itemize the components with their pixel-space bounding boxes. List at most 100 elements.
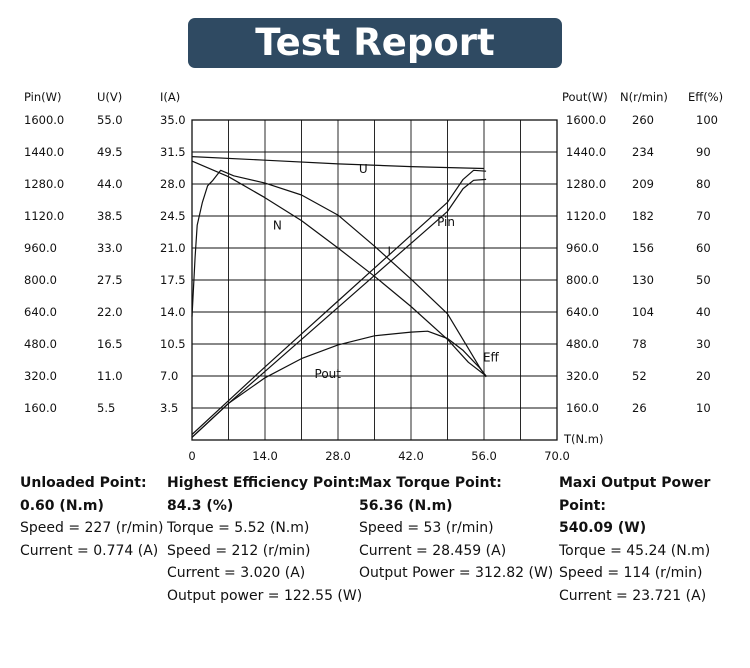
- left-axis-tick: 800.0: [24, 273, 57, 287]
- x-axis-tick: 14.0: [252, 449, 278, 460]
- series-label-pin: Pin: [437, 215, 455, 229]
- summary-line: Torque = 45.24 (N.m): [559, 542, 711, 559]
- left-axis-tick: 49.5: [97, 145, 123, 159]
- left-axis-tick: 320.0: [24, 369, 57, 383]
- summary-line: Output Power = 312.82 (W): [359, 565, 554, 581]
- report-title: Test Report: [188, 18, 562, 68]
- series-label-u: U: [359, 162, 368, 176]
- right-axis-tick: 80: [696, 177, 711, 191]
- right-axis-tick: 40: [696, 305, 711, 319]
- summary-line: Current = 23.721 (A): [559, 587, 707, 604]
- series-label-i: I: [388, 244, 392, 258]
- right-axis-tick: 640.0: [566, 305, 599, 319]
- summary-heading: Unloaded Point:: [20, 475, 147, 491]
- x-axis-tick: 70.0: [544, 449, 570, 460]
- x-axis-tick: 0: [188, 449, 195, 460]
- right-axis-tick: 30: [696, 337, 711, 351]
- max-torque-summary: Max Torque Point: 56.36 (N.m) Speed = 53…: [359, 472, 553, 585]
- summary-line: Speed = 53 (r/min): [359, 520, 494, 536]
- left-axis-tick: 16.5: [97, 337, 123, 351]
- left-axis-label: I(A): [160, 90, 180, 104]
- left-axis-tick: 1280.0: [24, 177, 64, 191]
- series-label-eff: Eff: [483, 350, 500, 364]
- x-axis-label: T(N.m): [563, 432, 603, 446]
- left-axis-tick: 28.0: [160, 177, 186, 191]
- chart-series: [191, 156, 487, 438]
- left-axis-tick: 1440.0: [24, 145, 64, 159]
- summary-line: Current = 0.774 (A): [20, 542, 159, 559]
- right-axis-tick: 26: [632, 401, 647, 415]
- right-axis-label: N(r/min): [620, 90, 668, 104]
- left-axis-tick: 21.0: [160, 241, 186, 255]
- left-axis-tick: 960.0: [24, 241, 57, 255]
- left-axis-tick: 11.0: [97, 369, 123, 383]
- right-axis-tick: 60: [696, 241, 711, 255]
- summary-value: 84.3 (%): [167, 497, 234, 514]
- summary-value: 56.36 (N.m): [359, 497, 453, 514]
- summary-line: Speed = 114 (r/min): [559, 565, 703, 581]
- series-label-pout: Pout: [315, 367, 342, 381]
- right-axis-label: Pout(W): [562, 90, 608, 104]
- summary-value: 0.60 (N.m): [20, 497, 104, 514]
- left-axis-label: U(V): [97, 90, 122, 104]
- summary-line: Current = 28.459 (A): [359, 542, 507, 559]
- right-axis-tick: 50: [696, 273, 711, 287]
- left-axis-tick: 5.5: [97, 401, 115, 415]
- right-axis-tick: 156: [632, 241, 654, 255]
- right-axis-tick: 104: [632, 305, 654, 319]
- left-axis-tick: 640.0: [24, 305, 57, 319]
- left-axis-tick: 14.0: [160, 305, 186, 319]
- summary-heading: Maxi Output Power Point:: [559, 475, 711, 514]
- right-axis-tick: 960.0: [566, 241, 599, 255]
- right-axis-tick: 1120.0: [566, 209, 606, 223]
- summary-value: 540.09 (W): [559, 520, 647, 536]
- left-axis-tick: 10.5: [160, 337, 186, 351]
- left-axis-tick: 160.0: [24, 401, 57, 415]
- right-axis-tick: 70: [696, 209, 711, 223]
- highest-efficiency-summary: Highest Efficiency Point: 84.3 (%) Torqu…: [167, 472, 362, 607]
- left-axis-tick: 38.5: [97, 209, 123, 223]
- left-axis-tick: 7.0: [160, 369, 178, 383]
- axis-labels: Pin(W) 1600.0 1440.0 1280.0 1120.0 960.0 800.0…: [24, 90, 723, 460]
- right-axis-tick: 480.0: [566, 337, 599, 351]
- summary-line: Output power = 122.55 (W): [167, 587, 363, 604]
- summary-heading: Max Torque Point:: [359, 475, 502, 491]
- right-axis-tick: 20: [696, 369, 711, 383]
- right-axis-tick: 260: [632, 113, 654, 127]
- series-line-pout: [191, 330, 487, 438]
- summary-line: Speed = 227 (r/min): [20, 520, 164, 536]
- left-axis-tick: 31.5: [160, 145, 186, 159]
- summary-line: Torque = 5.52 (N.m): [167, 520, 310, 536]
- left-axis-label: Pin(W): [24, 90, 62, 104]
- left-axis-tick: 55.0: [97, 113, 123, 127]
- left-axis-tick: 480.0: [24, 337, 57, 351]
- right-axis-label: Eff(%): [688, 90, 723, 104]
- right-axis-tick: 209: [632, 177, 654, 191]
- left-axis-tick: 44.0: [97, 177, 123, 191]
- x-axis-tick: 56.0: [471, 449, 497, 460]
- right-axis-tick: 1600.0: [566, 113, 606, 127]
- series-line-u: [191, 156, 485, 170]
- right-axis-tick: 90: [696, 145, 711, 159]
- right-axis-tick: 100: [696, 113, 718, 127]
- right-axis-tick: 52: [632, 369, 647, 383]
- series-annotations: U N I Pin Pout Eff: [273, 162, 500, 381]
- max-output-power-summary: Maxi Output Power Point: 540.09 (W) Torq…: [559, 472, 750, 607]
- left-axis-tick: 22.0: [97, 305, 123, 319]
- right-axis-tick: 234: [632, 145, 654, 159]
- motor-performance-chart: Pin(W) 1600.0 1440.0 1280.0 1120.0 960.0 800.0…: [24, 90, 723, 460]
- left-axis-tick: 1600.0: [24, 113, 64, 127]
- right-axis-tick: 130: [632, 273, 654, 287]
- left-axis-tick: 27.5: [97, 273, 123, 287]
- left-axis-tick: 35.0: [160, 113, 186, 127]
- series-line-eff: [191, 169, 487, 378]
- summary-line: Current = 3.020 (A): [167, 565, 306, 581]
- series-line-n: [191, 160, 487, 377]
- right-axis-tick: 78: [632, 337, 647, 351]
- right-axis-tick: 1440.0: [566, 145, 606, 159]
- series-line-i: [191, 178, 487, 438]
- chart-grid: [191, 119, 558, 441]
- left-axis-tick: 1120.0: [24, 209, 64, 223]
- x-axis-tick: 28.0: [325, 449, 351, 460]
- unloaded-point-summary: Unloaded Point: 0.60 (N.m) Speed = 227 (…: [20, 472, 164, 562]
